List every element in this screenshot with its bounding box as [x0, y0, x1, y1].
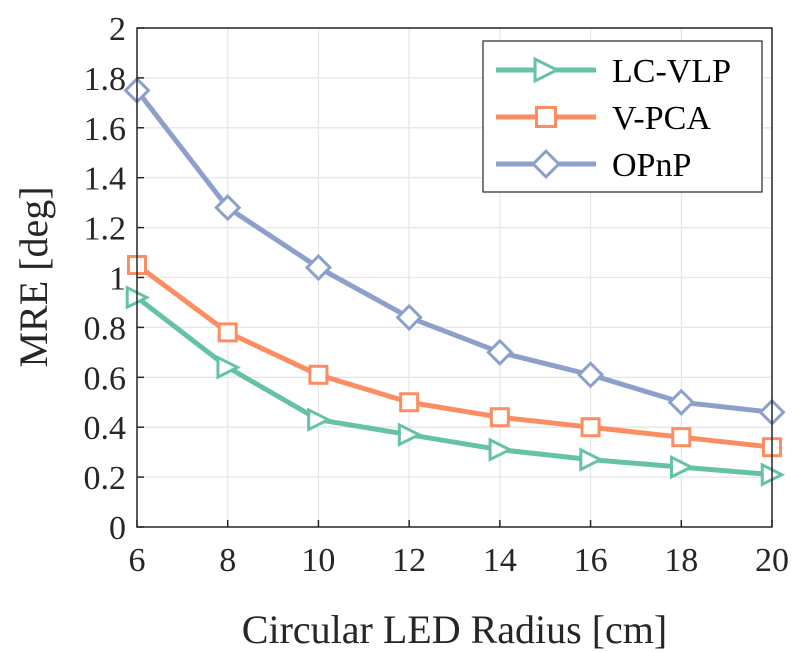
data-point-opnp: [395, 303, 423, 332]
y-tick-label: 1.2: [84, 211, 127, 248]
x-tick-label: 14: [483, 542, 517, 579]
legend-label-opnp: OPnP: [612, 147, 691, 184]
x-axis-ticks: 6 8 10 12 14 16 18 20: [129, 520, 789, 579]
x-tick-label: 16: [574, 542, 608, 579]
y-tick-label: 0: [109, 510, 126, 547]
data-point-v-pca: [399, 392, 420, 413]
data-point-v-pca: [308, 364, 329, 385]
y-tick-label: 0.2: [84, 460, 127, 497]
data-point-lc-vlp: [397, 422, 423, 447]
y-tick-label: 1: [109, 261, 126, 298]
series-v-pca: [127, 255, 782, 458]
legend-item-v-pca: V-PCA: [496, 100, 711, 137]
y-axis-ticks: 0 0.2 0.4 0.6 0.8 1 1.2 1.4 1.6 1.8 2: [84, 11, 144, 547]
y-tick-label: 1.4: [84, 161, 127, 198]
y-tick-label: 1.6: [84, 111, 127, 148]
series-line-lc-vlp: [134, 294, 775, 478]
data-point-opnp: [576, 361, 605, 389]
y-axis-title: MRE [deg]: [11, 186, 56, 367]
x-tick-label: 8: [219, 542, 236, 579]
legend-label-v-pca: V-PCA: [612, 100, 711, 137]
data-point-lc-vlp: [216, 355, 241, 380]
data-point-v-pca: [489, 407, 510, 428]
data-point-opnp: [304, 253, 333, 282]
y-tick-label: 2: [109, 11, 126, 48]
series-line-v-pca: [134, 262, 775, 450]
legend: LC-VLP V-PCA OPnP: [482, 40, 763, 193]
x-tick-label: 12: [392, 542, 426, 579]
legend-box: [482, 40, 763, 193]
data-point-lc-vlp: [488, 437, 513, 462]
series-lc-vlp: [125, 285, 786, 487]
y-tick-label: 1.8: [84, 61, 127, 98]
data-point-v-pca: [217, 322, 238, 343]
x-tick-label: 6: [129, 542, 146, 579]
legend-marker-opnp: [531, 149, 561, 179]
y-tick-label: 0.6: [84, 360, 127, 397]
data-point-lc-vlp: [670, 454, 695, 480]
y-tick-label: 0.4: [84, 410, 127, 447]
legend-marker-lc-vlp: [533, 56, 561, 84]
data-point-opnp: [214, 194, 242, 222]
data-point-v-pca: [580, 417, 601, 438]
x-tick-label: 20: [755, 542, 789, 579]
data-point-opnp: [667, 388, 695, 416]
data-point-opnp: [486, 338, 514, 366]
x-axis-title: Circular LED Radius [cm]: [242, 607, 667, 652]
legend-label-lc-vlp: LC-VLP: [612, 53, 731, 90]
x-tick-label: 10: [301, 542, 335, 579]
series-line-opnp: [134, 87, 775, 415]
legend-item-lc-vlp: LC-VLP: [496, 53, 731, 90]
data-point-lc-vlp: [579, 447, 604, 472]
data-point-v-pca: [671, 427, 692, 448]
legend-item-opnp: OPnP: [496, 147, 691, 184]
data-point-lc-vlp: [307, 407, 332, 432]
legend-marker-v-pca: [535, 106, 557, 128]
x-tick-label: 18: [664, 542, 698, 579]
y-tick-label: 0.8: [84, 310, 127, 347]
